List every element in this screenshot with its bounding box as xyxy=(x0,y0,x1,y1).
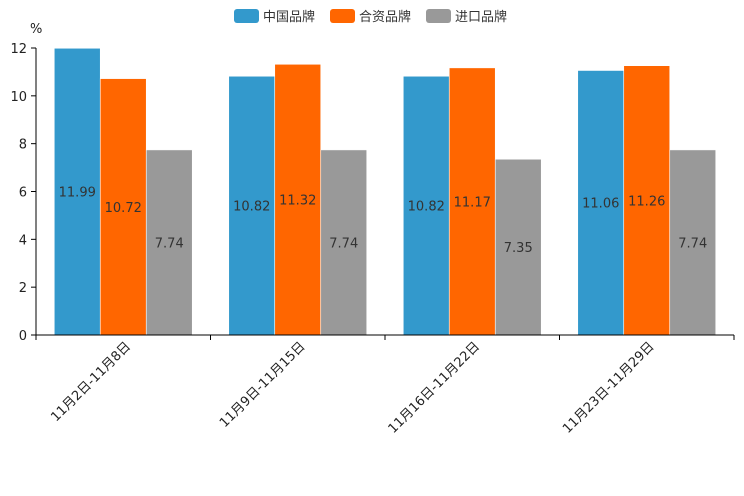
y-tick-label: 4 xyxy=(19,233,27,248)
y-tick-label: 6 xyxy=(19,186,27,201)
bar-2-4[interactable] xyxy=(623,65,671,336)
x-tick-label: 11月16日-11月22日 xyxy=(386,339,483,436)
x-axis: 11月2日-11月8日 11月9日-11月15日 11月16日-11月22日 11月2… xyxy=(35,334,735,437)
bar-value-label: 11.32 xyxy=(279,194,316,209)
bar-value-label: 11.99 xyxy=(59,186,96,201)
y-axis: 0 2 4 6 8 10 12 xyxy=(10,42,37,344)
bar-2-1[interactable] xyxy=(99,78,147,336)
bar-series: 11.99 10.72 7.74 10.82 11.32 7.74 10.82 11.17 7.… xyxy=(53,47,717,336)
bar-1-3[interactable] xyxy=(402,75,450,336)
bar-value-label: 7.74 xyxy=(329,236,358,251)
legend-label-1[interactable]: 中国品牌 xyxy=(263,9,315,25)
x-tick-label: 11月23日-11月29日 xyxy=(560,339,657,436)
x-tick-label: 11月2日-11月8日 xyxy=(48,339,134,425)
bar-value-label: 7.35 xyxy=(504,241,533,256)
y-tick-label: 12 xyxy=(10,42,27,57)
bar-3-4[interactable] xyxy=(669,149,717,336)
legend-swatch-1[interactable] xyxy=(234,9,259,23)
y-axis-label: % xyxy=(30,22,42,37)
y-tick-label: 0 xyxy=(19,329,27,344)
legend-swatch-2[interactable] xyxy=(330,9,355,23)
bar-value-label: 7.74 xyxy=(155,236,184,251)
bar-3-1[interactable] xyxy=(145,149,193,336)
y-tick-label: 2 xyxy=(19,281,27,296)
bar-value-label: 11.06 xyxy=(582,197,619,212)
bar-value-label: 11.17 xyxy=(454,195,491,210)
bar-value-label: 10.72 xyxy=(105,201,142,216)
x-tick-label: 11月9日-11月15日 xyxy=(217,339,309,431)
legend-swatch-3[interactable] xyxy=(426,9,451,23)
bar-value-label: 7.74 xyxy=(678,236,707,251)
chart-legend: 中国品牌 合资品牌 进口品牌 xyxy=(234,9,507,25)
y-tick-label: 8 xyxy=(19,138,27,153)
bar-3-2[interactable] xyxy=(320,149,368,336)
bar-value-label: 10.82 xyxy=(233,200,270,215)
y-tick-label: 10 xyxy=(10,90,27,105)
bar-2-3[interactable] xyxy=(448,67,496,336)
bar-1-1[interactable] xyxy=(53,47,101,336)
bar-value-label: 11.26 xyxy=(628,194,665,209)
bar-value-label: 10.82 xyxy=(408,200,445,215)
legend-label-2[interactable]: 合资品牌 xyxy=(359,9,411,25)
legend-label-3[interactable]: 进口品牌 xyxy=(455,9,507,25)
